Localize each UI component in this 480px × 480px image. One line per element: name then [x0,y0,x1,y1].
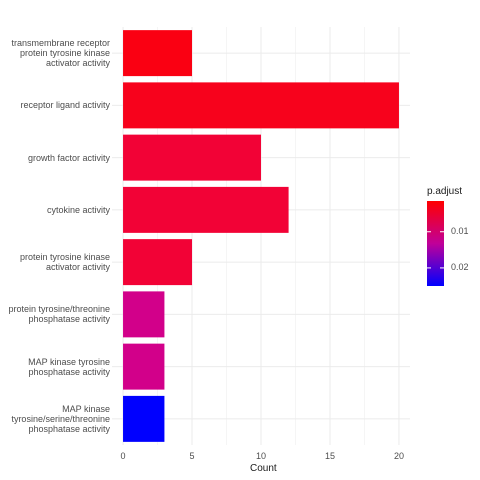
x-tick-label: 20 [394,451,404,461]
legend-tick-label: 0.01 [451,225,469,236]
y-tick-label: protein tyrosine/threonine phosphatase ac… [8,304,110,324]
y-tick-label-line: activator activity [45,58,110,69]
y-tick-label: growth factor activity [28,153,110,163]
y-tick-label-line: receptor ligand activity [20,100,110,111]
bar [123,395,165,442]
x-axis-title: Count [250,463,277,474]
y-tick-label-line: tyrosine/serine/threonine [11,413,110,424]
bar [123,134,261,181]
y-tick-label-line: protein tyrosine/threonine [8,304,110,315]
y-tick-label: receptor ligand activity [20,100,110,110]
x-tick-label: 0 [121,451,126,461]
y-tick-label: MAP kinase tyrosine/serine/threonine phosp… [11,404,110,434]
y-tick-label-line: MAP kinase tyrosine [28,356,110,367]
y-tick-label-line: protein tyrosine kinase [19,48,110,59]
y-tick-label-line: protein tyrosine kinase [19,252,110,263]
legend-title: p.adjust [427,186,463,197]
x-tick-label: 15 [325,451,335,461]
y-tick-label-line: growth factor activity [27,152,110,163]
x-ticks: 0 5 10 15 20 [121,451,404,461]
bar [123,343,165,390]
y-tick-label-line: phosphatase activity [28,314,110,325]
bar [123,186,289,233]
legend-colorbar [427,201,444,286]
bar [123,239,193,286]
y-tick-label: protein tyrosine kinase activator activit… [20,252,110,272]
legend-tick-marks [427,231,444,269]
y-tick-label-line: transmembrane receptor [11,38,110,49]
y-tick-label-line: phosphatase activity [28,366,110,377]
y-tick-label-line: cytokine activity [46,204,110,215]
y-tick-label-line: phosphatase activity [28,423,110,434]
y-tick-label: transmembrane receptor protein tyrosine k… [11,38,110,68]
y-tick-label-line: MAP kinase [62,403,110,414]
bar [123,30,193,77]
x-tick-label: 10 [256,451,266,461]
y-tick-label-line: activator activity [45,262,110,273]
x-tick-label: 5 [190,451,195,461]
bar [123,82,399,129]
bars [123,30,399,442]
y-tick-label: MAP kinase tyrosine phosphatase activity [28,357,110,377]
bar [123,291,165,338]
y-tick-label: cytokine activity [47,205,110,215]
legend-tick-label: 0.02 [451,261,469,272]
